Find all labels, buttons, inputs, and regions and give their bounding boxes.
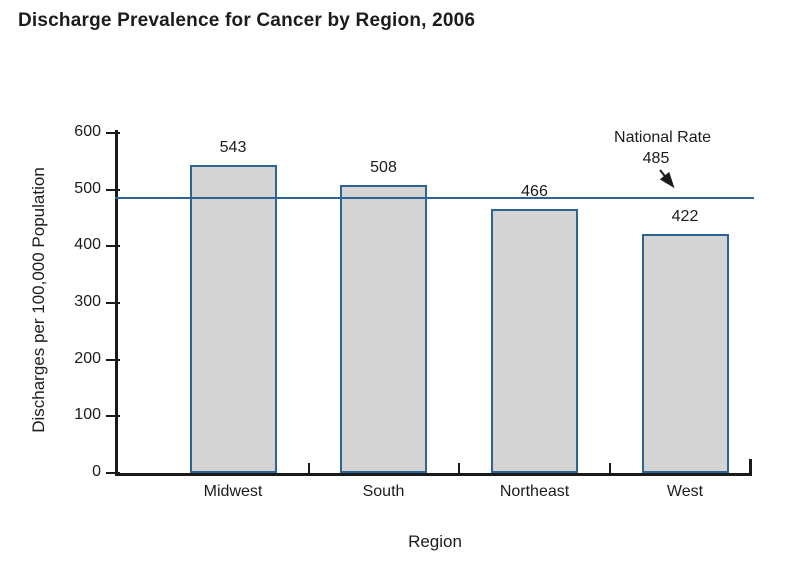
y-tick [106, 415, 120, 418]
x-category-label: Northeast [499, 483, 570, 500]
y-tick [106, 302, 120, 304]
bar [641, 234, 729, 473]
x-separator-tick [608, 463, 611, 473]
x-category-label: West [666, 483, 704, 500]
national-rate-line [115, 197, 754, 199]
x-separator-tick [458, 463, 460, 473]
x-category-label: Midwest [203, 483, 263, 500]
y-tick-label: 500 [74, 179, 101, 197]
y-tick [106, 245, 120, 248]
y-tick [106, 358, 120, 361]
national-rate-value: 485 [642, 150, 670, 167]
x-axis-end-tick [749, 459, 752, 473]
bar-value-label: 508 [370, 159, 397, 176]
y-tick-label: 400 [74, 236, 101, 254]
y-tick [106, 132, 120, 134]
y-tick-label: 100 [74, 406, 101, 424]
national-rate-arrow-icon [659, 169, 675, 189]
chart-title: Discharge Prevalence for Cancer by Regio… [18, 10, 476, 31]
y-tick [106, 188, 120, 191]
bar [491, 209, 578, 473]
x-category-label: South [362, 483, 405, 500]
bar [189, 165, 277, 473]
bar [340, 185, 427, 473]
x-axis-title: Region [408, 532, 462, 551]
bar-value-label: 422 [671, 208, 699, 225]
y-tick-label: 200 [74, 349, 101, 367]
y-tick [106, 472, 120, 474]
y-tick-label: 300 [74, 293, 101, 310]
national-rate-label: National Rate [614, 129, 711, 146]
x-axis-line [115, 473, 752, 476]
x-separator-tick [307, 463, 310, 473]
bar-value-label: 466 [521, 183, 548, 200]
bar-value-label: 543 [219, 139, 247, 156]
y-tick-label: 600 [74, 123, 101, 140]
y-tick-label: 0 [92, 463, 101, 480]
